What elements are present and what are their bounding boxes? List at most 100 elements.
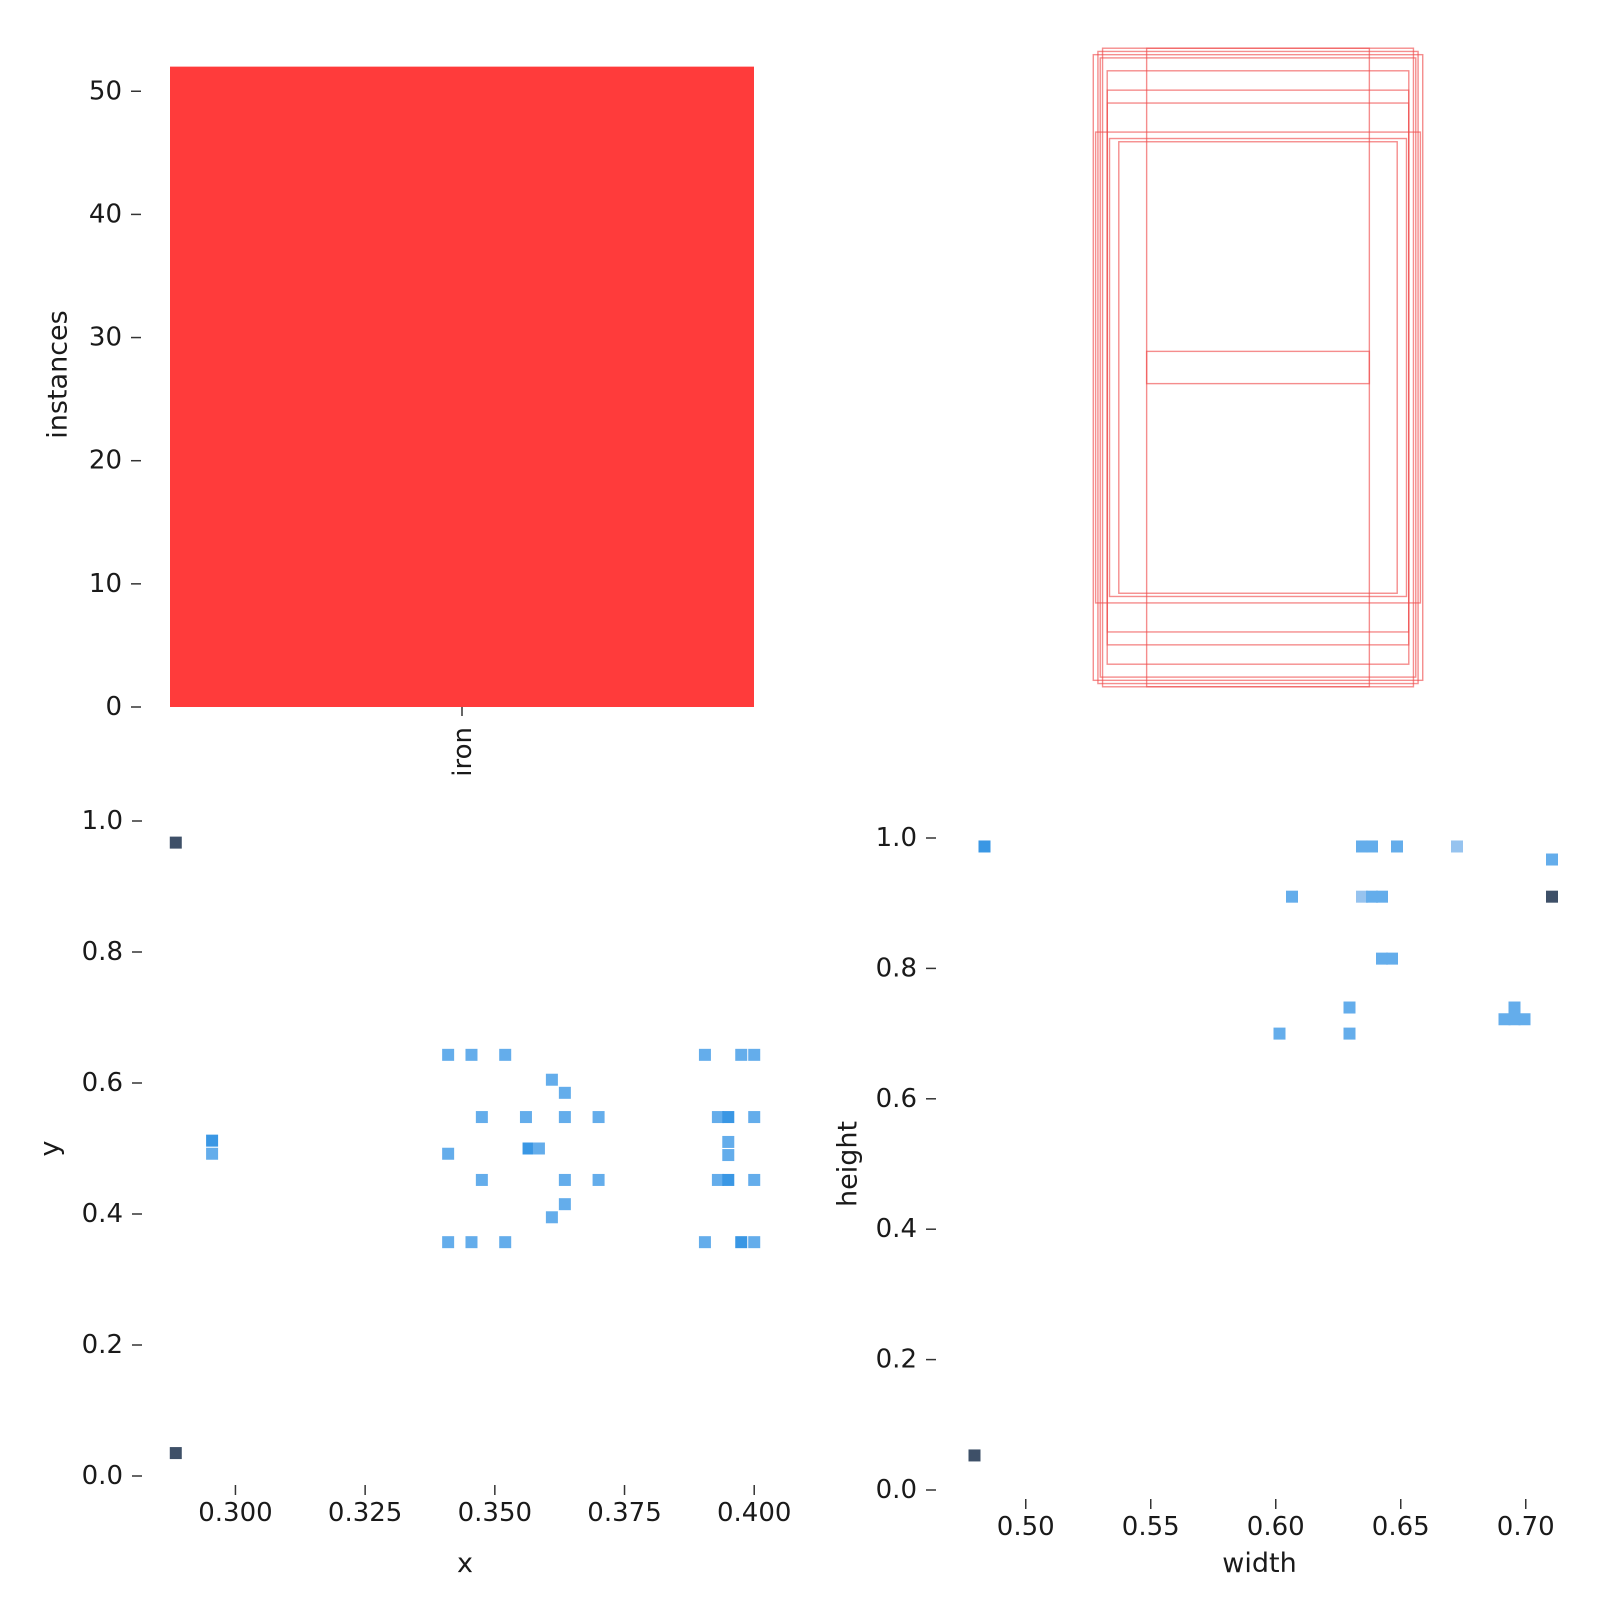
box-outline: [1106, 102, 1410, 633]
histogram-cell: [465, 1048, 478, 1061]
x-tick-label: 0.70: [1497, 1512, 1555, 1542]
histogram-cell: [522, 1142, 535, 1155]
y-tick-label: 0.2: [876, 1345, 917, 1375]
histogram-cell: [558, 1173, 571, 1186]
histogram-cell: [592, 1173, 605, 1186]
histogram-cell: [735, 1236, 748, 1249]
histogram-cell: [1546, 853, 1558, 866]
histogram-cell: [519, 1111, 532, 1124]
y-tick-label: 0.6: [82, 1068, 123, 1098]
histogram-cell: [499, 1048, 512, 1061]
histogram-cell: [592, 1111, 605, 1124]
y-tick-label: 0.4: [876, 1214, 917, 1244]
histogram-cell: [978, 840, 991, 853]
box-outline: [1092, 53, 1424, 682]
histogram-cell: [722, 1173, 735, 1186]
y-tick-label: 0.0: [82, 1461, 123, 1491]
y-tick-label: 10: [89, 569, 122, 599]
histogram-cell: [1356, 890, 1368, 903]
histogram-cell: [722, 1111, 735, 1124]
y-tick-label: 0.6: [876, 1084, 917, 1114]
histogram-cell: [465, 1236, 478, 1249]
histogram-cell: [545, 1073, 558, 1086]
y-tick-label: 0.8: [876, 953, 917, 983]
x-tick-label: 0.375: [587, 1498, 661, 1528]
y-axis-label: height: [833, 1121, 864, 1207]
histogram-cell: [558, 1086, 571, 1099]
box-outlines-chart: [1092, 47, 1424, 688]
y-tick-label: 50: [89, 76, 122, 106]
x-tick-label: 0.400: [717, 1498, 791, 1528]
box-outline: [1101, 47, 1415, 688]
histogram-cell: [748, 1173, 761, 1186]
histogram-cell: [722, 1135, 735, 1148]
histogram-cell: [748, 1111, 761, 1124]
histogram-cell: [1498, 1013, 1511, 1026]
box-outline: [1145, 350, 1371, 385]
histogram-cell: [558, 1198, 571, 1211]
xy-histogram-chart: 0.300 0.325 0.350 0.375 0.400 0.0 0.2 0.4 0.6 0.8…: [35, 806, 792, 1579]
width-height-histogram-chart: 0.50 0.55 0.60 0.65 0.70 0.0 0.2 0.4 0.6 0.8 1.0 wi…: [833, 823, 1558, 1579]
histogram-cell: [1386, 952, 1398, 965]
histogram-cell: [1286, 890, 1298, 903]
box-outline: [1099, 57, 1417, 678]
x-axis-label: x: [457, 1548, 473, 1579]
x-tick-label: 0.65: [1372, 1512, 1430, 1542]
y-tick-label: 0.2: [82, 1330, 123, 1360]
histogram-cell: [1376, 890, 1388, 903]
histogram-cell: [1518, 1013, 1531, 1026]
y-tick-label: 0.4: [82, 1199, 123, 1229]
bar-iron: [170, 66, 754, 707]
histogram-cell: [1343, 1027, 1356, 1040]
x-tick-label: iron: [448, 727, 478, 777]
histogram-cell: [711, 1173, 724, 1186]
histogram-cell: [711, 1111, 724, 1124]
histogram-cell: [722, 1149, 735, 1162]
x-axis-label: width: [1222, 1548, 1296, 1579]
y-tick-label: 0.8: [82, 937, 123, 967]
instances-bar-chart: iron 0 10 20 30 40 50 instances: [43, 66, 754, 777]
box-outline: [1108, 137, 1408, 598]
box-outline: [1094, 131, 1422, 604]
histogram-cell: [442, 1236, 455, 1249]
histogram-cell: [169, 836, 182, 849]
histogram-cell: [475, 1173, 488, 1186]
histogram-cell: [1273, 1027, 1286, 1040]
y-tick-label: 0: [105, 692, 122, 722]
histogram-cell: [698, 1048, 711, 1061]
x-tick-label: 0.300: [198, 1498, 272, 1528]
histogram-cell: [1451, 840, 1463, 853]
histogram-cell: [735, 1048, 748, 1061]
histogram-cell: [698, 1236, 711, 1249]
y-axis-label: y: [35, 1140, 66, 1156]
histogram-cell: [1508, 1001, 1521, 1014]
box-outline: [1118, 141, 1398, 594]
histogram-cell: [1508, 1013, 1521, 1026]
y-tick-label: 20: [89, 446, 122, 476]
histogram-cell: [499, 1236, 512, 1249]
histogram-cell: [1366, 840, 1378, 853]
histogram-cell: [169, 1447, 182, 1460]
x-tick-label: 0.325: [328, 1498, 402, 1528]
x-tick-label: 0.350: [458, 1498, 532, 1528]
y-tick-label: 0.0: [876, 1475, 917, 1505]
histogram-cell: [968, 1449, 981, 1462]
histogram-cell: [748, 1048, 761, 1061]
histogram-cell: [206, 1134, 219, 1147]
histogram-cell: [545, 1211, 558, 1224]
histogram-cell: [1343, 1001, 1356, 1014]
box-outline: [1097, 50, 1419, 685]
histogram-cell: [475, 1111, 488, 1124]
y-tick-label: 40: [89, 199, 122, 229]
histogram-cell: [532, 1142, 545, 1155]
histogram-cell: [442, 1147, 455, 1160]
y-tick-label: 1.0: [82, 806, 123, 836]
histogram-cell: [1366, 890, 1378, 903]
histogram-cell: [206, 1147, 219, 1160]
histogram-cell: [558, 1111, 571, 1124]
y-tick-label: 1.0: [876, 823, 917, 853]
histogram-cell: [1376, 952, 1388, 965]
y-axis-label: instances: [43, 310, 74, 438]
histogram-cell: [748, 1236, 761, 1249]
